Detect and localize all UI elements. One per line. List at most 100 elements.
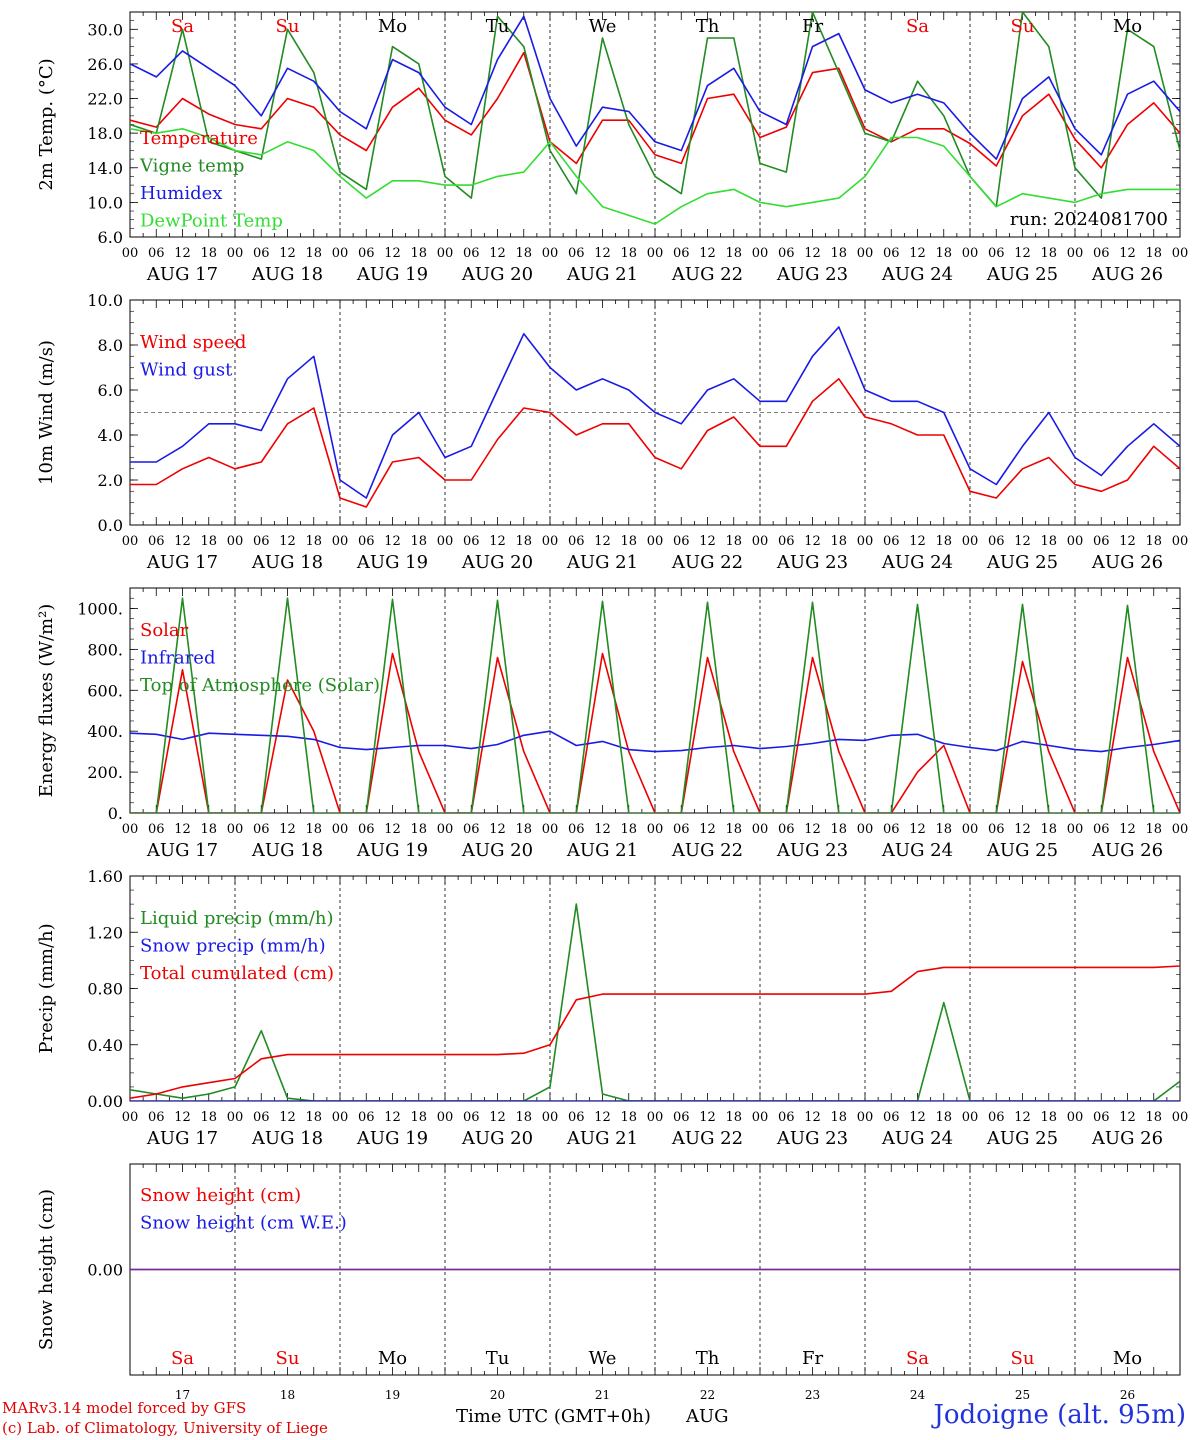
date-label: AUG 25 xyxy=(986,264,1058,285)
hour-label: 00 xyxy=(1067,246,1084,261)
day-abbr: Th xyxy=(696,16,720,37)
hour-label: 00 xyxy=(332,1110,349,1125)
legend-entry: Wind gust xyxy=(140,360,233,381)
y-tick-label: 18.0 xyxy=(87,124,123,143)
hour-label: 12 xyxy=(1014,822,1031,837)
date-label: AUG 21 xyxy=(566,264,638,285)
date-label: AUG 21 xyxy=(566,552,638,573)
hour-label: 12 xyxy=(699,822,716,837)
legend-entry: Temperature xyxy=(140,128,258,149)
hour-label: 12 xyxy=(1014,534,1031,549)
hour-label: 18 xyxy=(620,822,637,837)
y-tick-label: 0.40 xyxy=(87,1036,123,1055)
date-label: AUG 21 xyxy=(566,840,638,861)
date-label: AUG 26 xyxy=(1091,552,1163,573)
hour-label: 18 xyxy=(935,246,952,261)
date-label: AUG 18 xyxy=(251,1128,323,1149)
day-abbr: Fr xyxy=(802,1348,823,1369)
hour-label: 18 xyxy=(1145,246,1162,261)
hour-label: 12 xyxy=(804,1110,821,1125)
date-label: AUG 21 xyxy=(566,1128,638,1149)
hour-label: 00 xyxy=(647,534,664,549)
day-abbr: Sa xyxy=(171,16,194,37)
date-label: AUG 24 xyxy=(881,552,953,573)
legend-entry: Infrared xyxy=(140,648,215,669)
hour-label: 00 xyxy=(122,822,139,837)
y-tick-label: 10.0 xyxy=(87,291,123,310)
hour-label: 12 xyxy=(1119,534,1136,549)
hour-label: 18 xyxy=(1145,1110,1162,1125)
hour-label: 00 xyxy=(1067,822,1084,837)
hour-label: 18 xyxy=(410,246,427,261)
date-label: AUG 25 xyxy=(986,552,1058,573)
date-label: AUG 26 xyxy=(1091,840,1163,861)
hour-label: 06 xyxy=(463,1110,480,1125)
hour-label: 18 xyxy=(830,246,847,261)
y-tick-label: 1000. xyxy=(77,599,123,618)
hour-label: 06 xyxy=(778,534,795,549)
day-number: 24 xyxy=(910,1388,926,1402)
legend-entry: Snow precip (mm/h) xyxy=(140,936,326,957)
date-label: AUG 24 xyxy=(881,840,953,861)
day-abbr: Tu xyxy=(486,16,510,37)
date-label: AUG 22 xyxy=(671,552,743,573)
hour-label: 18 xyxy=(515,1110,532,1125)
y-axis-label: Precip (mm/h) xyxy=(36,923,57,1053)
legend-entry: Wind speed xyxy=(140,332,246,353)
series-liquid-precip-mm-h xyxy=(130,903,1180,1101)
hour-label: 00 xyxy=(122,1110,139,1125)
hour-label: 12 xyxy=(804,534,821,549)
y-tick-label: 4.0 xyxy=(98,426,123,445)
hour-label: 18 xyxy=(935,822,952,837)
hour-label: 00 xyxy=(857,246,874,261)
lab-credit: (c) Lab. of Climatology, University of L… xyxy=(2,1419,328,1437)
hour-label: 06 xyxy=(988,1110,1005,1125)
day-abbr: Mo xyxy=(378,1348,407,1369)
hour-label: 06 xyxy=(358,822,375,837)
hour-label: 12 xyxy=(174,1110,191,1125)
y-tick-label: 14.0 xyxy=(87,159,123,178)
hour-label: 18 xyxy=(830,1110,847,1125)
hour-label: 06 xyxy=(883,246,900,261)
day-abbr: Mo xyxy=(1113,16,1142,37)
series-top-of-atmosphere-solar xyxy=(130,597,1180,813)
day-abbr: Sa xyxy=(906,16,929,37)
legend-entry: Vigne temp xyxy=(139,156,244,177)
hour-label: 12 xyxy=(909,246,926,261)
hour-label: 06 xyxy=(358,534,375,549)
series-total-cumulated-cm xyxy=(130,965,1180,1099)
date-label: AUG 20 xyxy=(461,264,533,285)
hour-label: 00 xyxy=(647,246,664,261)
day-number: 23 xyxy=(805,1388,820,1402)
day-abbr: Sa xyxy=(906,1348,929,1369)
hour-label: 06 xyxy=(463,822,480,837)
date-label: AUG 19 xyxy=(356,552,428,573)
legend-entry: Humidex xyxy=(140,183,222,204)
hour-label: 06 xyxy=(1093,534,1110,549)
series-vigne-temp xyxy=(130,12,1180,208)
hour-label: 06 xyxy=(988,822,1005,837)
hour-label: 12 xyxy=(699,246,716,261)
y-tick-label: 0. xyxy=(108,804,123,823)
hour-label: 06 xyxy=(778,246,795,261)
legend-entry: Solar xyxy=(140,620,189,641)
date-label: AUG 18 xyxy=(251,840,323,861)
hour-label: 00 xyxy=(122,246,139,261)
y-axis-label: 2m Temp. (°C) xyxy=(36,58,57,190)
hour-label: 00 xyxy=(332,246,349,261)
hour-label: 06 xyxy=(253,246,270,261)
hour-label: 18 xyxy=(935,534,952,549)
hour-label: 00 xyxy=(122,534,139,549)
hour-label: 06 xyxy=(1093,1110,1110,1125)
hour-label: 00 xyxy=(227,534,244,549)
y-tick-label: 6.0 xyxy=(98,228,123,247)
series-dewpoint-temp xyxy=(130,128,1180,225)
hour-label: 06 xyxy=(148,246,165,261)
hour-label: 18 xyxy=(305,822,322,837)
hour-label: 12 xyxy=(1119,246,1136,261)
model-credit: MARv3.14 model forced by GFS xyxy=(2,1399,247,1417)
hour-label: 12 xyxy=(1119,1110,1136,1125)
date-label: AUG 17 xyxy=(146,264,218,285)
station-label: Jodoigne (alt. 95m) xyxy=(933,1400,1186,1430)
hour-label: 18 xyxy=(200,246,217,261)
